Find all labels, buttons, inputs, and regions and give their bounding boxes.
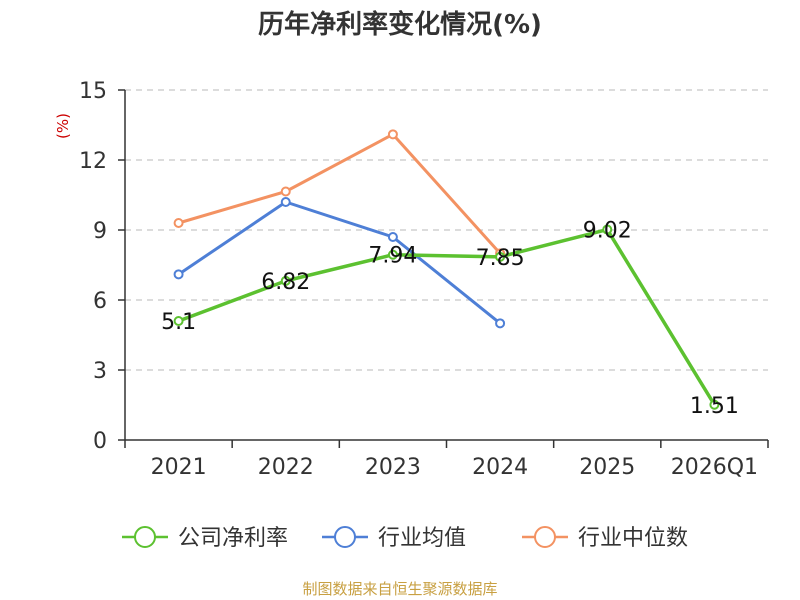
y-tick-label: 9 [93,219,107,244]
y-tick-label: 0 [93,429,107,454]
data-label: 9.02 [583,219,632,244]
data-point[interactable] [495,318,506,329]
legend-marker [334,526,356,548]
chart-title: 历年净利率变化情况(%) [258,9,542,40]
y-tick-labels: 0 3 6 9 12 15 [79,79,107,454]
legend-label: 公司净利率 [178,526,288,551]
data-point[interactable] [387,249,398,260]
data-label: 7.94 [368,244,417,269]
y-tick-label: 3 [93,359,107,384]
data-label: 6.82 [261,270,310,295]
data-point[interactable] [280,186,291,197]
y-tick-label: 12 [79,149,107,174]
y-tick-label: 15 [79,79,107,104]
gridlines [125,89,768,371]
x-tick-label: 2026Q1 [671,455,758,480]
x-tick-label: 2025 [579,455,635,480]
x-tick-label: 2021 [151,455,207,480]
data-point[interactable] [602,224,613,235]
data-point[interactable] [709,399,720,410]
legend[interactable]: 公司净利率 行业均值 行业中位数 [122,526,688,551]
x-tick-label: 2022 [258,455,314,480]
series-points [173,129,720,410]
legend-label: 行业中位数 [578,526,688,551]
data-point[interactable] [173,269,184,280]
axes [118,89,769,448]
data-point[interactable] [280,275,291,286]
data-label: 1.51 [690,394,739,419]
legend-marker [134,526,156,548]
data-point[interactable] [387,232,398,242]
data-labels: 5.1 6.82 7.94 7.85 9.02 1.51 [161,219,739,419]
legend-marker [534,526,556,548]
legend-item-0[interactable]: 公司净利率 [122,526,288,551]
series-line-0 [177,227,716,406]
legend-label: 行业均值 [378,526,466,551]
series-lines [177,132,716,406]
data-point[interactable] [495,251,506,262]
source-note: 制图数据来自恒生聚源数据库 [302,580,497,598]
series-line-2 [178,132,502,255]
x-tick-label: 2024 [472,455,528,480]
x-tick-labels: 2021 2022 2023 2024 2025 2026Q1 [151,455,758,480]
data-label: 5.1 [161,310,196,335]
x-tick-label: 2023 [365,455,421,480]
data-point[interactable] [387,129,398,140]
y-axis-unit: (%) [54,113,72,139]
y-tick-label: 6 [93,289,107,314]
legend-item-2[interactable]: 行业中位数 [522,526,688,551]
data-point[interactable] [173,316,184,326]
legend-item-1[interactable]: 行业均值 [322,526,466,551]
data-point[interactable] [280,197,291,207]
data-point[interactable] [173,218,184,228]
series-line-1 [177,200,502,325]
data-label: 7.85 [476,246,525,271]
